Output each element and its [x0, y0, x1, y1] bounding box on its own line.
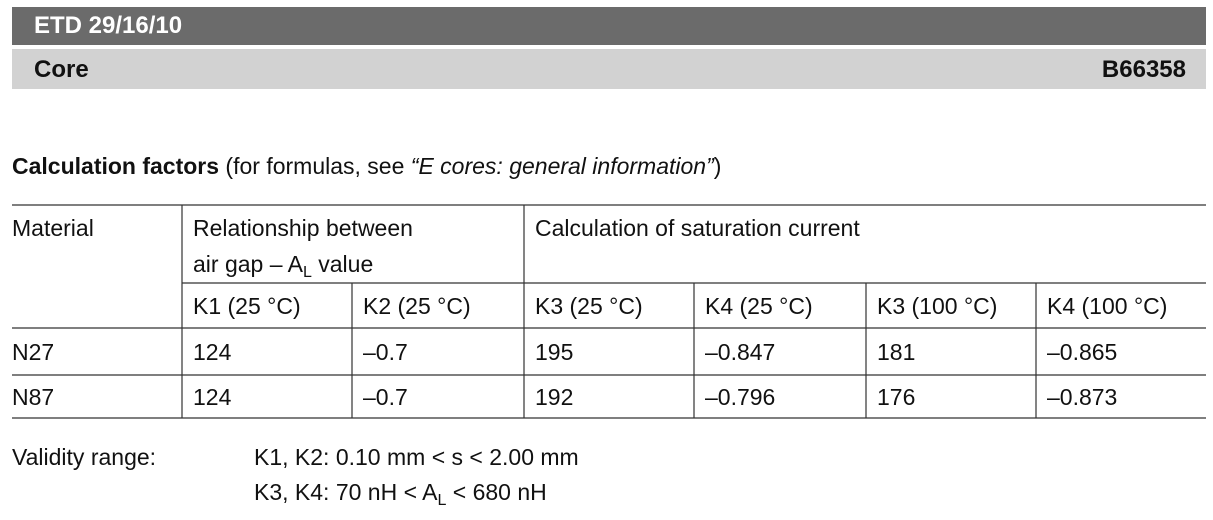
cell: 176	[877, 384, 916, 410]
text: < 680 nH	[446, 479, 547, 505]
cell: –0.847	[705, 339, 776, 365]
section-title: Calculation factors (for formulas, see “…	[12, 152, 721, 180]
group1-line1: Relationship between	[193, 215, 413, 241]
subheader: K4 (100 °C)	[1047, 293, 1168, 319]
material-header: Material	[12, 215, 94, 241]
subscript: L	[302, 264, 312, 281]
validity-line: K3, K4: 70 nH < AL < 680 nH	[254, 478, 547, 509]
subheader: K3 (25 °C)	[535, 293, 643, 319]
cell: –0.865	[1047, 339, 1118, 365]
title-italic: “E cores: general information”	[410, 153, 714, 179]
text: air gap – A	[193, 251, 303, 277]
validity-label: Validity range:	[12, 444, 157, 470]
cell: –0.796	[705, 384, 776, 410]
subheader-bar	[12, 49, 1206, 89]
text: K3, K4: 70 nH < A	[254, 479, 438, 505]
subheader: K3 (100 °C)	[877, 293, 998, 319]
validity-line: K1, K2: 0.10 mm < s < 2.00 mm	[254, 444, 579, 470]
header-bar	[12, 7, 1206, 45]
text: value	[311, 251, 374, 277]
group2-header: Calculation of saturation current	[535, 215, 860, 241]
header-title: ETD 29/16/10	[34, 12, 183, 39]
title-end: )	[713, 153, 722, 179]
cell: 181	[877, 339, 916, 365]
cell: 195	[535, 339, 574, 365]
title-bold: Calculation factors	[12, 153, 220, 179]
cell: –0.873	[1047, 384, 1118, 410]
row-label: N87	[12, 384, 55, 410]
title-rest: (for formulas, see	[219, 153, 411, 179]
cell: –0.7	[363, 384, 408, 410]
subheader: K1 (25 °C)	[193, 293, 301, 319]
subheader: K4 (25 °C)	[705, 293, 813, 319]
group1-line2: air gap – AL value	[193, 250, 374, 281]
cell: 192	[535, 384, 574, 410]
header-code: B66358	[1101, 56, 1186, 83]
subheader: K2 (25 °C)	[363, 293, 471, 319]
cell: 124	[193, 384, 232, 410]
subscript: L	[437, 492, 447, 509]
cell: –0.7	[363, 339, 408, 365]
row-label: N27	[12, 339, 55, 365]
cell: 124	[193, 339, 232, 365]
header-subtitle: Core	[34, 56, 89, 83]
